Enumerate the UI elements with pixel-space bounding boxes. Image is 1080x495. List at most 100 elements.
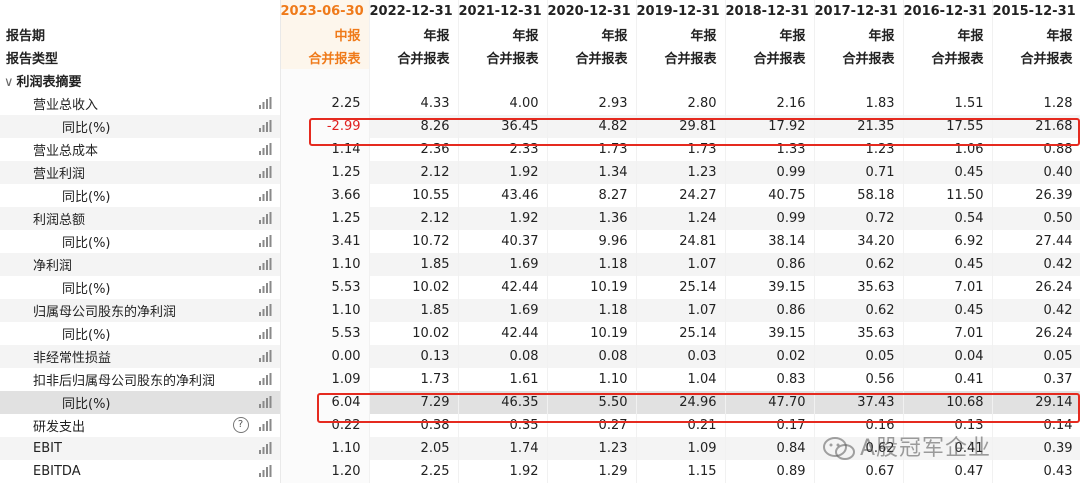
bar-chart-icon[interactable] bbox=[258, 97, 272, 109]
table-row[interactable]: 扣非后归属母公司股东的净利润 1.09 1.73 1.61 1.10 1.04 0.83 0.… bbox=[0, 368, 1080, 391]
value-cell: 2.25 bbox=[280, 92, 370, 115]
period-date[interactable]: 2017-12-31 bbox=[814, 0, 904, 23]
value-cell: 6.04 bbox=[280, 391, 370, 414]
value-cell: 27.44 bbox=[992, 230, 1080, 253]
table-row[interactable]: 同比(%) 3.66 10.55 43.46 8.27 24.27 40.75 58.18 11… bbox=[0, 184, 1080, 207]
bar-chart-icon[interactable] bbox=[258, 143, 272, 155]
value-cell: 2.12 bbox=[369, 207, 459, 230]
value-cell: 1.10 bbox=[280, 299, 370, 322]
bar-chart-icon[interactable] bbox=[258, 350, 272, 362]
value-cell: 11.50 bbox=[903, 184, 993, 207]
row-label: EBIT bbox=[0, 437, 281, 460]
value-cell: 39.15 bbox=[725, 276, 815, 299]
value-cell: 0.56 bbox=[814, 368, 904, 391]
value-cell: 0.08 bbox=[458, 345, 548, 368]
table-row[interactable]: 同比(%) 6.04 7.29 46.35 5.50 24.96 47.70 37.43 10.… bbox=[0, 391, 1080, 414]
table-row[interactable]: EBIT 1.10 2.05 1.74 1.23 1.09 0.84 0.62 0.41 0.39 bbox=[0, 437, 1080, 460]
bar-chart-icon[interactable] bbox=[258, 327, 272, 339]
bar-chart-icon[interactable] bbox=[258, 281, 272, 293]
row-label-text: 归属母公司股东的净利润 bbox=[33, 305, 177, 320]
value-cell: 1.09 bbox=[280, 368, 370, 391]
collapse-chevron-icon[interactable]: ∨ bbox=[4, 75, 14, 90]
value-cell: 37.43 bbox=[814, 391, 904, 414]
row-label-text: 营业总收入 bbox=[33, 98, 99, 113]
bar-chart-icon[interactable] bbox=[258, 442, 272, 454]
bar-chart-icon[interactable] bbox=[258, 304, 272, 316]
help-icon[interactable]: ? bbox=[232, 417, 249, 433]
bar-chart-icon[interactable] bbox=[258, 235, 272, 247]
value-cell: 46.35 bbox=[458, 391, 548, 414]
value-cell: 35.63 bbox=[814, 276, 904, 299]
period-date[interactable]: 2015-12-31 bbox=[992, 0, 1080, 23]
value-cell: 1.34 bbox=[547, 161, 637, 184]
period-date[interactable]: 2018-12-31 bbox=[725, 0, 815, 23]
row-label-text: 同比(%) bbox=[62, 397, 111, 412]
value-cell: 21.35 bbox=[814, 115, 904, 138]
value-cell: 1.25 bbox=[280, 161, 370, 184]
section-header-income-summary[interactable]: ∨ 利润表摘要 bbox=[0, 69, 1080, 92]
table-row[interactable]: 利润总额 1.25 2.12 1.92 1.36 1.24 0.99 0.72 0.54 0.50 bbox=[0, 207, 1080, 230]
value-cell: 25.14 bbox=[636, 322, 726, 345]
value-cell: 2.93 bbox=[547, 92, 637, 115]
value-cell: 24.27 bbox=[636, 184, 726, 207]
period-date[interactable]: 2021-12-31 bbox=[458, 0, 548, 23]
table-row[interactable]: 同比(%) 5.53 10.02 42.44 10.19 25.14 39.15 35.63 7… bbox=[0, 322, 1080, 345]
value-cell: 6.92 bbox=[903, 230, 993, 253]
row-label-text: 同比(%) bbox=[62, 121, 111, 136]
bar-chart-icon[interactable] bbox=[258, 396, 272, 408]
table-row[interactable]: 研发支出? 0.22 0.38 0.35 0.27 0.21 0.17 0.16 0.13 0.1… bbox=[0, 414, 1080, 437]
value-cell: 25.14 bbox=[636, 276, 726, 299]
table-row[interactable]: 同比(%) 3.41 10.72 40.37 9.96 24.81 38.14 34.20 6.… bbox=[0, 230, 1080, 253]
table-row[interactable]: 营业利润 1.25 2.12 1.92 1.34 1.23 0.99 0.71 0.45 0.40 bbox=[0, 161, 1080, 184]
value-cell: 26.39 bbox=[992, 184, 1080, 207]
table-row[interactable]: 非经常性损益 0.00 0.13 0.08 0.08 0.03 0.02 0.05 0.04 0.… bbox=[0, 345, 1080, 368]
table-row[interactable]: 营业总成本 1.14 2.36 2.33 1.73 1.73 1.33 1.23 1.06 0.8… bbox=[0, 138, 1080, 161]
row-label: 利润总额 bbox=[0, 207, 281, 230]
bar-chart-icon[interactable] bbox=[258, 373, 272, 385]
value-cell: 1.23 bbox=[636, 161, 726, 184]
row-label-text: 净利润 bbox=[33, 259, 73, 274]
value-cell: 7.29 bbox=[369, 391, 459, 414]
bar-chart-icon[interactable] bbox=[258, 258, 272, 270]
value-cell: 0.67 bbox=[814, 460, 904, 483]
value-cell: 17.55 bbox=[903, 115, 993, 138]
bar-chart-icon[interactable] bbox=[258, 419, 272, 431]
value-cell: 0.45 bbox=[903, 299, 993, 322]
row-label-text: 同比(%) bbox=[62, 190, 111, 205]
value-cell: 1.14 bbox=[280, 138, 370, 161]
table-row[interactable]: 同比(%) -2.99 8.26 36.45 4.82 29.81 17.92 21.35 17… bbox=[0, 115, 1080, 138]
value-cell: 1.28 bbox=[992, 92, 1080, 115]
value-cell: 1.74 bbox=[458, 437, 548, 460]
period-date[interactable]: 2023-06-30 bbox=[280, 0, 370, 23]
empty-cell bbox=[369, 69, 459, 92]
table-row[interactable]: 归属母公司股东的净利润 1.10 1.85 1.69 1.18 1.07 0.86 0.62 0… bbox=[0, 299, 1080, 322]
table-row[interactable]: 营业总收入 2.25 4.33 4.00 2.93 2.80 2.16 1.83 1.51 1.2… bbox=[0, 92, 1080, 115]
value-cell: 3.66 bbox=[280, 184, 370, 207]
period-type: 年报 bbox=[458, 23, 548, 46]
value-cell: 2.33 bbox=[458, 138, 548, 161]
table-row[interactable]: 同比(%) 5.53 10.02 42.44 10.19 25.14 39.15 35.63 7… bbox=[0, 276, 1080, 299]
period-date[interactable]: 2019-12-31 bbox=[636, 0, 726, 23]
bar-chart-icon[interactable] bbox=[258, 189, 272, 201]
empty-cell bbox=[547, 69, 637, 92]
consolidation-type: 合并报表 bbox=[369, 46, 459, 69]
consolidation-type: 合并报表 bbox=[725, 46, 815, 69]
value-cell: 1.09 bbox=[636, 437, 726, 460]
bar-chart-icon[interactable] bbox=[258, 166, 272, 178]
value-cell: 10.02 bbox=[369, 276, 459, 299]
bar-chart-icon[interactable] bbox=[258, 465, 272, 477]
table-row[interactable]: 净利润 1.10 1.85 1.69 1.18 1.07 0.86 0.62 0.45 0.42 bbox=[0, 253, 1080, 276]
table-row[interactable]: EBITDA 1.20 2.25 1.92 1.29 1.15 0.89 0.67 0.47 0.… bbox=[0, 460, 1080, 483]
value-cell: 5.53 bbox=[280, 322, 370, 345]
period-date[interactable]: 2016-12-31 bbox=[903, 0, 993, 23]
value-cell: 26.24 bbox=[992, 276, 1080, 299]
value-cell: 10.72 bbox=[369, 230, 459, 253]
period-date[interactable]: 2022-12-31 bbox=[369, 0, 459, 23]
bar-chart-icon[interactable] bbox=[258, 120, 272, 132]
consolidation-type: 合并报表 bbox=[458, 46, 548, 69]
period-date[interactable]: 2020-12-31 bbox=[547, 0, 637, 23]
value-cell: 0.40 bbox=[992, 161, 1080, 184]
bar-chart-icon[interactable] bbox=[258, 212, 272, 224]
value-cell: 17.92 bbox=[725, 115, 815, 138]
section-title[interactable]: ∨ 利润表摘要 bbox=[0, 69, 281, 92]
